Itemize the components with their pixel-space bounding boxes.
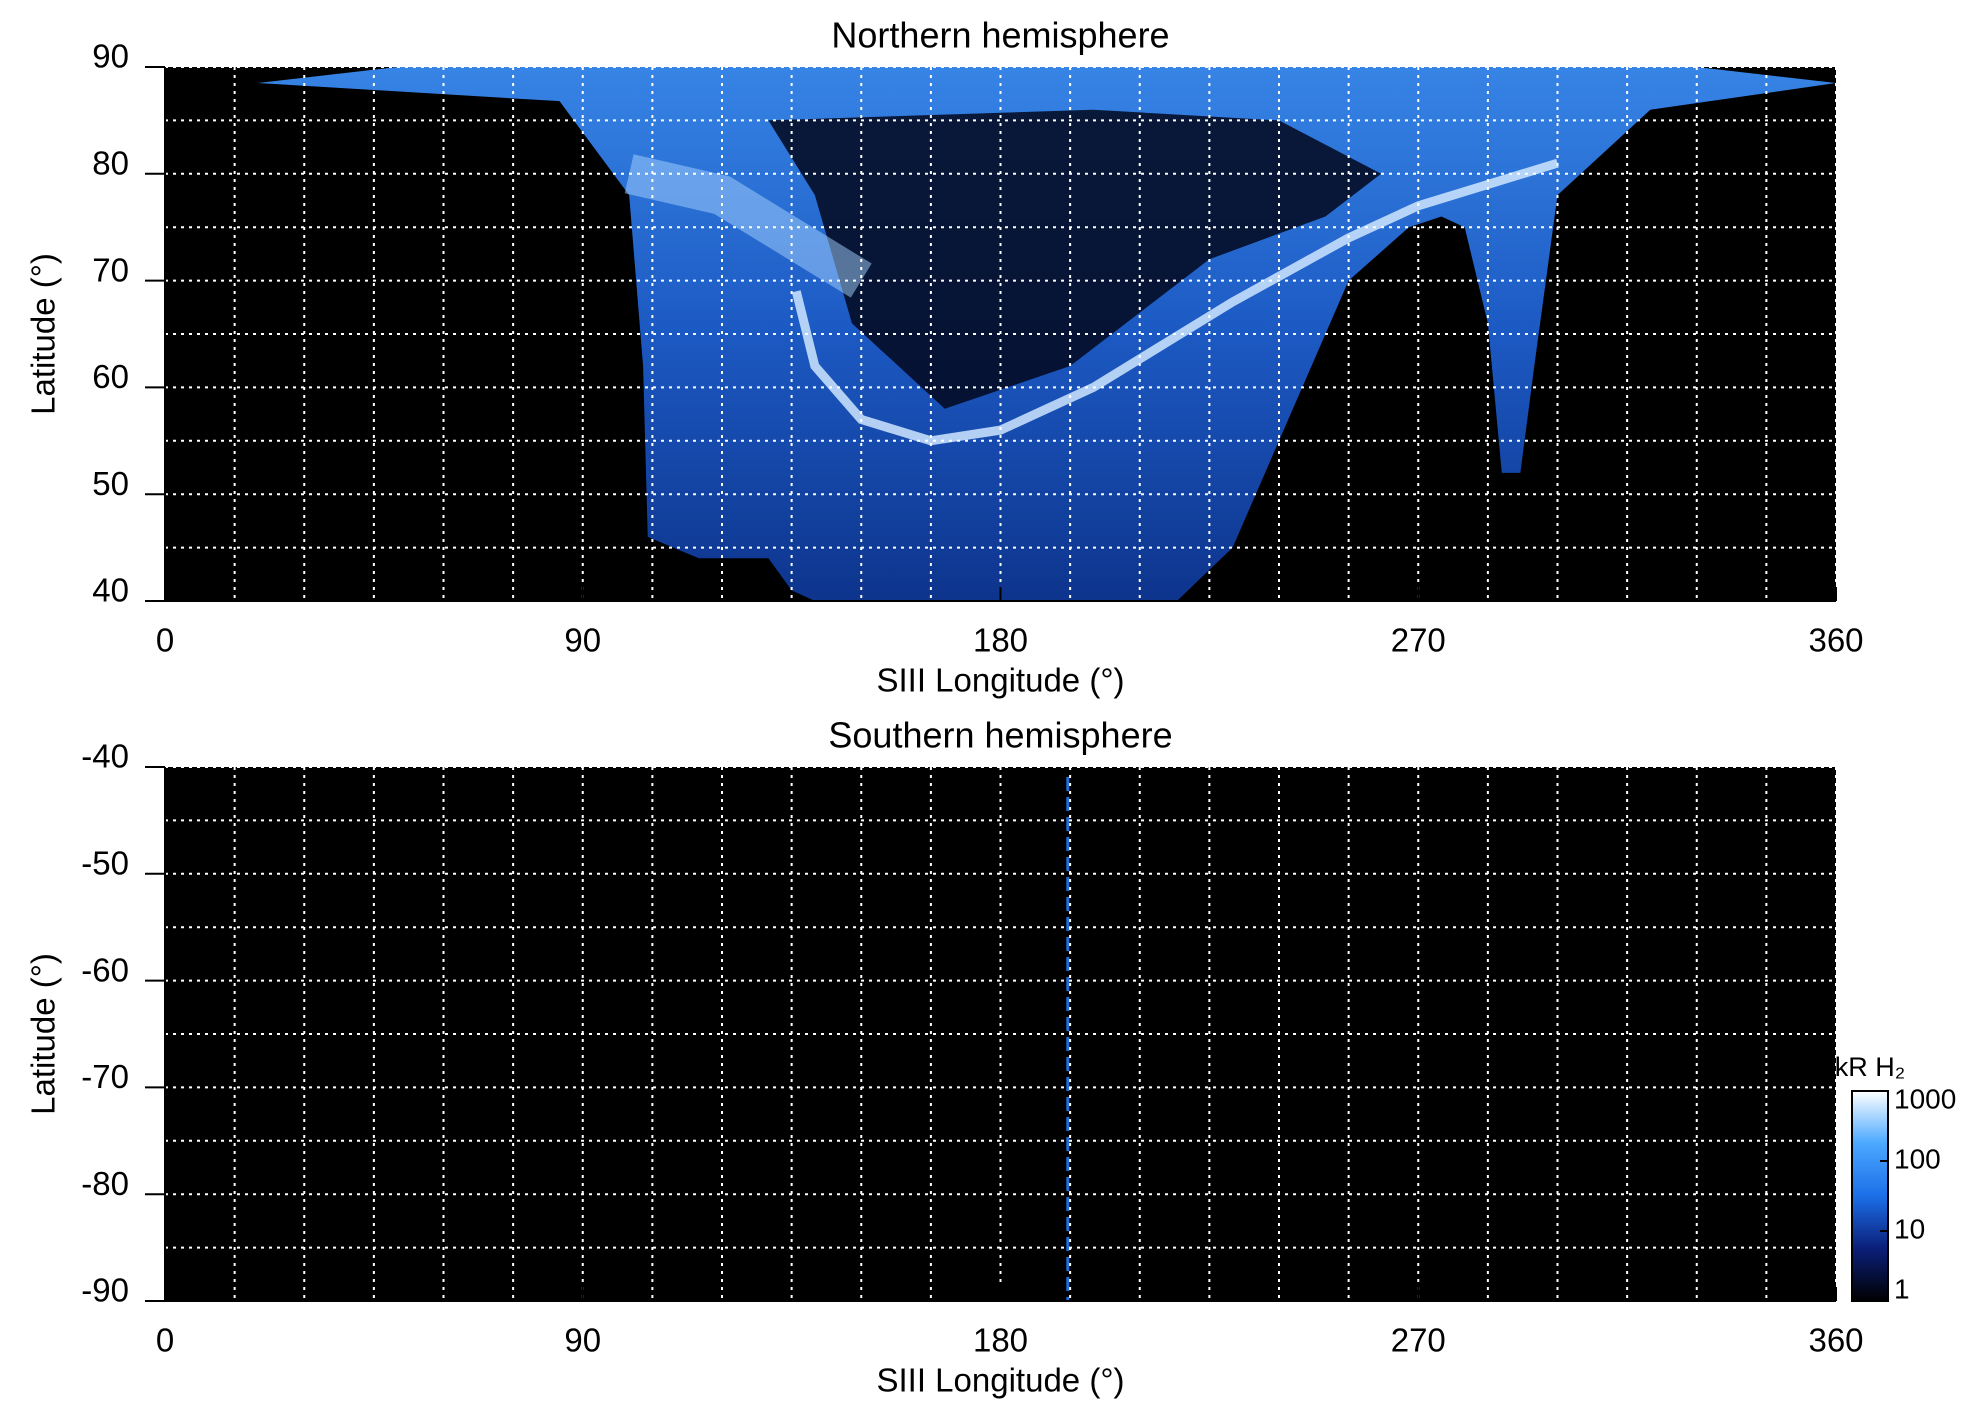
x-axis-label: SIII Longitude (°) <box>877 1362 1125 1399</box>
y-tick-label: 40 <box>92 572 129 609</box>
x-tick-label: 90 <box>564 622 601 659</box>
x-tick-label: 90 <box>564 1322 601 1359</box>
x-tick-label: 270 <box>1391 1322 1446 1359</box>
x-tick-label: 180 <box>973 622 1028 659</box>
colorbar-tick-label: 10 <box>1894 1213 1925 1244</box>
colorbar-label: kR H₂ <box>1835 1052 1905 1082</box>
y-tick-label: -60 <box>81 951 129 988</box>
y-axis-label: Latitude (°) <box>25 953 62 1115</box>
colorbar-tick-label: 1 <box>1894 1273 1910 1304</box>
x-tick-label: 360 <box>1808 1322 1863 1359</box>
y-tick-label: 70 <box>92 251 129 288</box>
y-tick-label: 50 <box>92 465 129 502</box>
y-tick-label: -50 <box>81 845 129 882</box>
y-tick-label: -80 <box>81 1165 129 1202</box>
y-tick-label: 90 <box>92 38 129 75</box>
x-tick-label: 180 <box>973 1322 1028 1359</box>
x-tick-label: 0 <box>156 622 174 659</box>
main-oval <box>791 158 1559 446</box>
y-axis-label: Latitude (°) <box>25 253 62 415</box>
x-tick-label: 270 <box>1391 622 1446 659</box>
colorbar-tick-label: 100 <box>1894 1143 1941 1174</box>
x-axis-label: SIII Longitude (°) <box>877 662 1125 699</box>
x-tick-label: 0 <box>156 1322 174 1359</box>
y-tick-label: -40 <box>81 738 129 775</box>
colorbar <box>1851 1090 1889 1302</box>
bright-band <box>624 154 872 298</box>
x-tick-label: 360 <box>1808 622 1863 659</box>
colorbar-tick-label: 1000 <box>1894 1083 1956 1114</box>
y-tick-label: -70 <box>81 1058 129 1095</box>
dark-cap <box>768 109 1382 409</box>
y-tick-label: 80 <box>92 145 129 182</box>
chart-title: Northern hemisphere <box>831 15 1169 56</box>
chart-title: Southern hemisphere <box>828 715 1172 756</box>
y-tick-label: 60 <box>92 358 129 395</box>
y-tick-label: -90 <box>81 1272 129 1309</box>
